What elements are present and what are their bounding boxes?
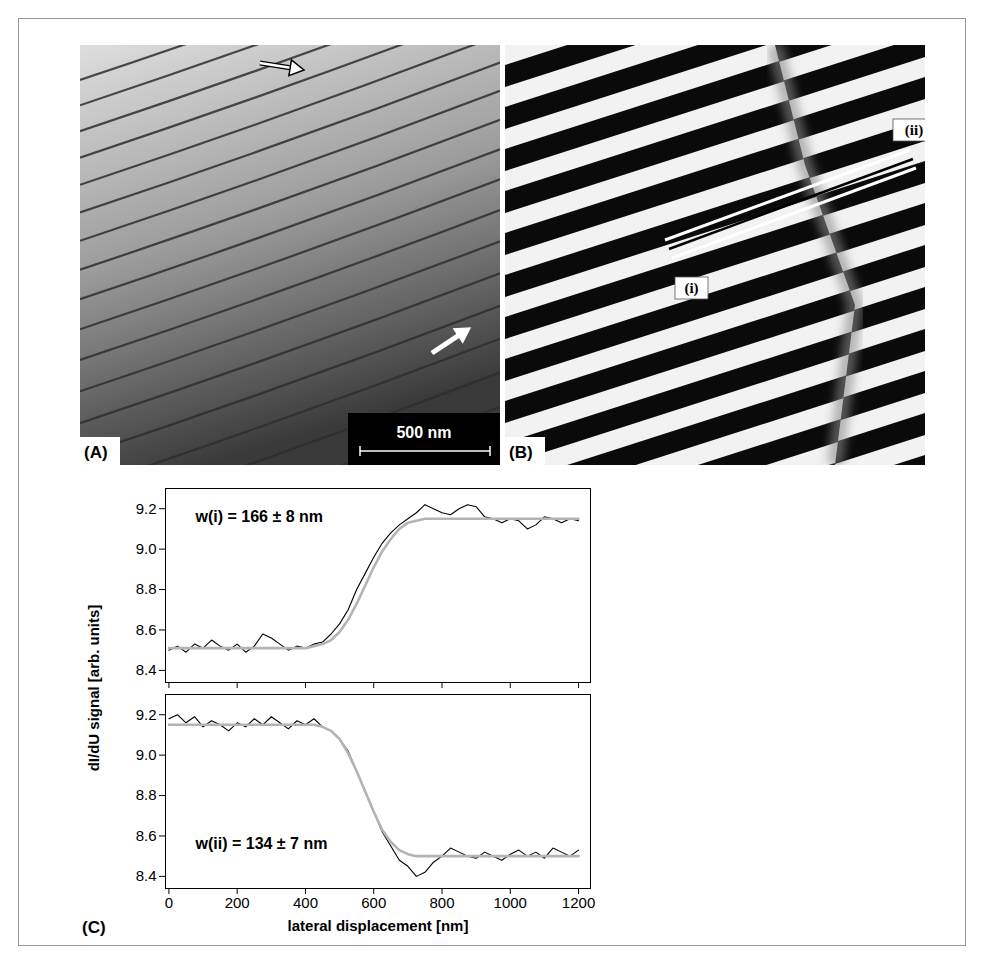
svg-text:800: 800 bbox=[429, 894, 454, 911]
svg-text:w(ii) = 134 ± 7 nm: w(ii) = 134 ± 7 nm bbox=[195, 835, 328, 852]
svg-text:w(i) = 166 ± 8 nm: w(i) = 166 ± 8 nm bbox=[195, 508, 324, 525]
svg-text:(i): (i) bbox=[684, 280, 698, 297]
svg-text:8.8: 8.8 bbox=[136, 786, 157, 803]
svg-text:9.2: 9.2 bbox=[136, 706, 157, 723]
svg-text:200: 200 bbox=[225, 894, 250, 911]
svg-text:8.4: 8.4 bbox=[136, 867, 157, 884]
svg-text:8.8: 8.8 bbox=[136, 580, 157, 597]
svg-text:(A): (A) bbox=[84, 443, 108, 462]
svg-text:1000: 1000 bbox=[494, 894, 527, 911]
svg-text:0: 0 bbox=[165, 894, 173, 911]
svg-text:400: 400 bbox=[293, 894, 318, 911]
svg-text:500 nm: 500 nm bbox=[396, 424, 451, 441]
html-text:dI/dU signal [arb. units]: dI/dU signal [arb. units] bbox=[85, 604, 102, 772]
svg-text:(ii): (ii) bbox=[905, 122, 923, 139]
svg-text:lateral displacement [nm]: lateral displacement [nm] bbox=[288, 917, 469, 934]
svg-text:8.6: 8.6 bbox=[136, 827, 157, 844]
svg-text:9.0: 9.0 bbox=[136, 746, 157, 763]
svg-text:9.0: 9.0 bbox=[136, 540, 157, 557]
svg-text:9.2: 9.2 bbox=[136, 500, 157, 517]
html-text:(C): (C) bbox=[82, 918, 106, 937]
svg-text:8.4: 8.4 bbox=[136, 661, 157, 678]
svg-text:1200: 1200 bbox=[562, 894, 595, 911]
svg-text:8.6: 8.6 bbox=[136, 621, 157, 638]
svg-text:600: 600 bbox=[361, 894, 386, 911]
svg-text:(B): (B) bbox=[509, 443, 533, 462]
